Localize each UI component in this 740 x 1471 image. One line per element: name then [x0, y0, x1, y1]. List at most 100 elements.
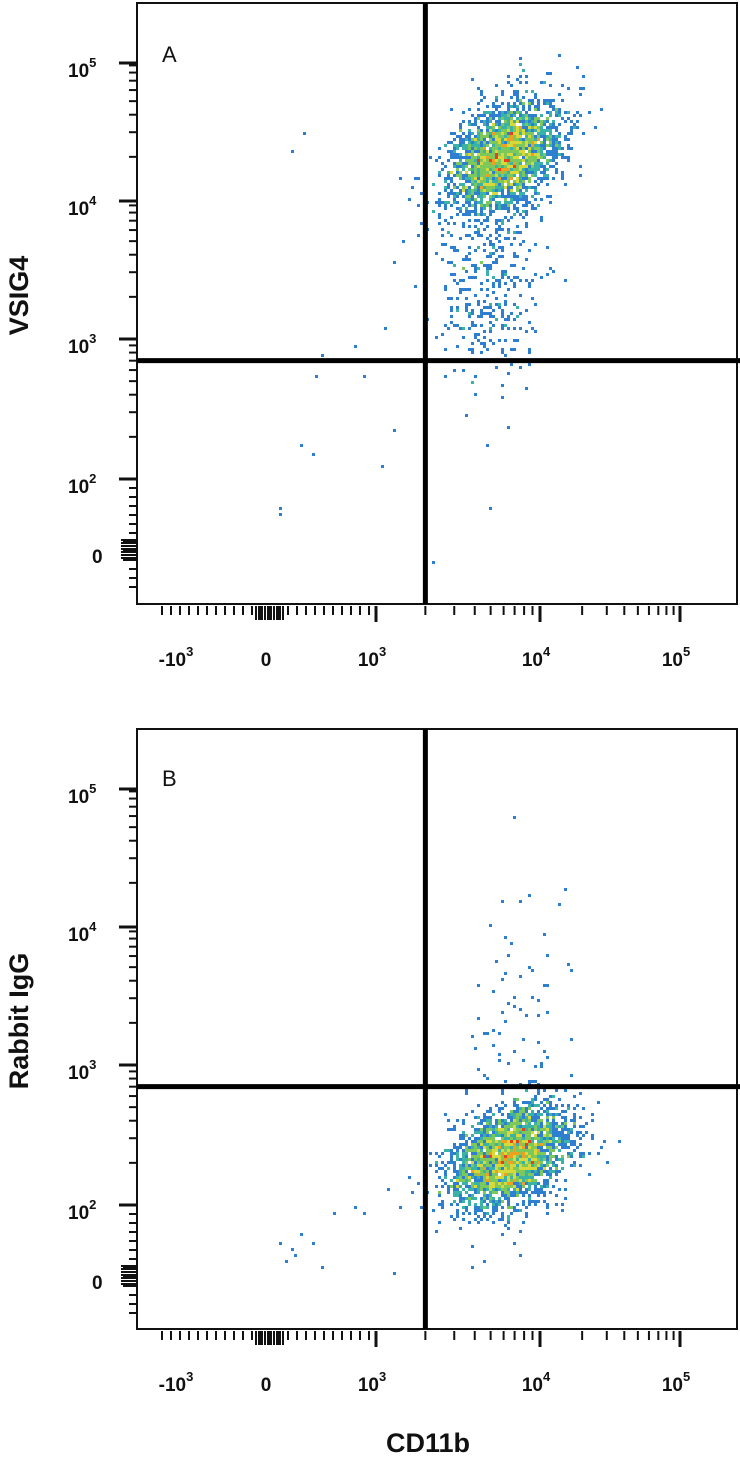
- data-event: [483, 165, 486, 168]
- data-event: [474, 207, 477, 210]
- data-event: [498, 1146, 501, 1149]
- data-event: [492, 183, 495, 186]
- data-event: [495, 258, 498, 261]
- data-event: [507, 201, 510, 204]
- data-event: [486, 444, 489, 447]
- data-event: [510, 942, 513, 945]
- data-event: [480, 1146, 483, 1149]
- data-event: [522, 123, 525, 126]
- data-event: [492, 282, 495, 285]
- data-event: [468, 1167, 471, 1170]
- data-event: [492, 153, 495, 156]
- data-event: [498, 174, 501, 177]
- data-event: [474, 1128, 477, 1131]
- data-event: [534, 1119, 537, 1122]
- data-event: [486, 135, 489, 138]
- data-event: [513, 339, 516, 342]
- y-axis-label: Rabbit IgG: [4, 953, 34, 1090]
- data-event: [447, 141, 450, 144]
- data-event: [516, 1164, 519, 1167]
- data-event: [495, 186, 498, 189]
- data-event: [468, 108, 471, 111]
- data-event: [447, 1191, 450, 1194]
- data-event: [468, 1164, 471, 1167]
- data-event: [543, 135, 546, 138]
- data-event: [549, 114, 552, 117]
- data-event: [447, 177, 450, 180]
- data-event: [471, 1125, 474, 1128]
- data-event: [468, 1176, 471, 1179]
- data-event: [516, 1209, 519, 1212]
- data-event: [540, 150, 543, 153]
- data-event: [450, 192, 453, 195]
- data-event: [549, 267, 552, 270]
- data-event: [537, 120, 540, 123]
- data-event: [465, 234, 468, 237]
- data-event: [531, 171, 534, 174]
- data-event: [474, 267, 477, 270]
- data-event: [606, 1161, 609, 1164]
- data-event: [501, 129, 504, 132]
- data-event: [504, 1161, 507, 1164]
- data-event: [480, 90, 483, 93]
- data-event: [471, 171, 474, 174]
- data-event: [534, 93, 537, 96]
- x-tick-label: 103: [358, 1369, 386, 1396]
- data-event: [552, 1095, 555, 1098]
- data-event: [438, 213, 441, 216]
- data-event: [522, 1110, 525, 1113]
- data-event: [510, 1134, 513, 1137]
- data-event: [558, 1170, 561, 1173]
- data-event: [474, 225, 477, 228]
- data-event: [525, 129, 528, 132]
- data-event: [477, 1152, 480, 1155]
- data-event: [552, 165, 555, 168]
- data-event: [462, 1182, 465, 1185]
- data-event: [528, 129, 531, 132]
- data-event: [486, 165, 489, 168]
- data-event: [477, 303, 480, 306]
- data-event: [504, 972, 507, 975]
- data-event: [558, 111, 561, 114]
- data-event: [555, 171, 558, 174]
- data-event: [516, 1173, 519, 1176]
- data-event: [531, 1191, 534, 1194]
- data-event: [501, 228, 504, 231]
- data-event: [531, 1167, 534, 1170]
- data-event: [462, 141, 465, 144]
- data-event: [492, 1146, 495, 1149]
- data-event: [411, 186, 414, 189]
- data-event: [462, 1122, 465, 1125]
- data-event: [564, 1197, 567, 1200]
- data-event: [528, 1134, 531, 1137]
- data-event: [513, 120, 516, 123]
- data-event: [468, 1212, 471, 1215]
- data-event: [516, 120, 519, 123]
- data-event: [435, 1230, 438, 1233]
- data-event: [522, 1134, 525, 1137]
- data-event: [498, 1134, 501, 1137]
- data-event: [501, 1176, 504, 1179]
- data-event: [495, 84, 498, 87]
- data-event: [462, 336, 465, 339]
- data-event: [537, 144, 540, 147]
- data-event: [483, 1197, 486, 1200]
- data-event: [534, 168, 537, 171]
- data-event: [483, 249, 486, 252]
- data-event: [486, 168, 489, 171]
- data-event: [294, 1254, 297, 1257]
- data-event: [489, 147, 492, 150]
- data-event: [555, 144, 558, 147]
- data-event: [462, 1155, 465, 1158]
- data-event: [438, 216, 441, 219]
- data-event: [516, 1134, 519, 1137]
- data-event: [525, 201, 528, 204]
- data-event: [459, 159, 462, 162]
- data-event: [501, 1113, 504, 1116]
- data-event: [558, 135, 561, 138]
- data-event: [486, 171, 489, 174]
- data-event: [498, 1143, 501, 1146]
- data-event: [498, 123, 501, 126]
- data-event: [522, 1140, 525, 1143]
- data-event: [483, 138, 486, 141]
